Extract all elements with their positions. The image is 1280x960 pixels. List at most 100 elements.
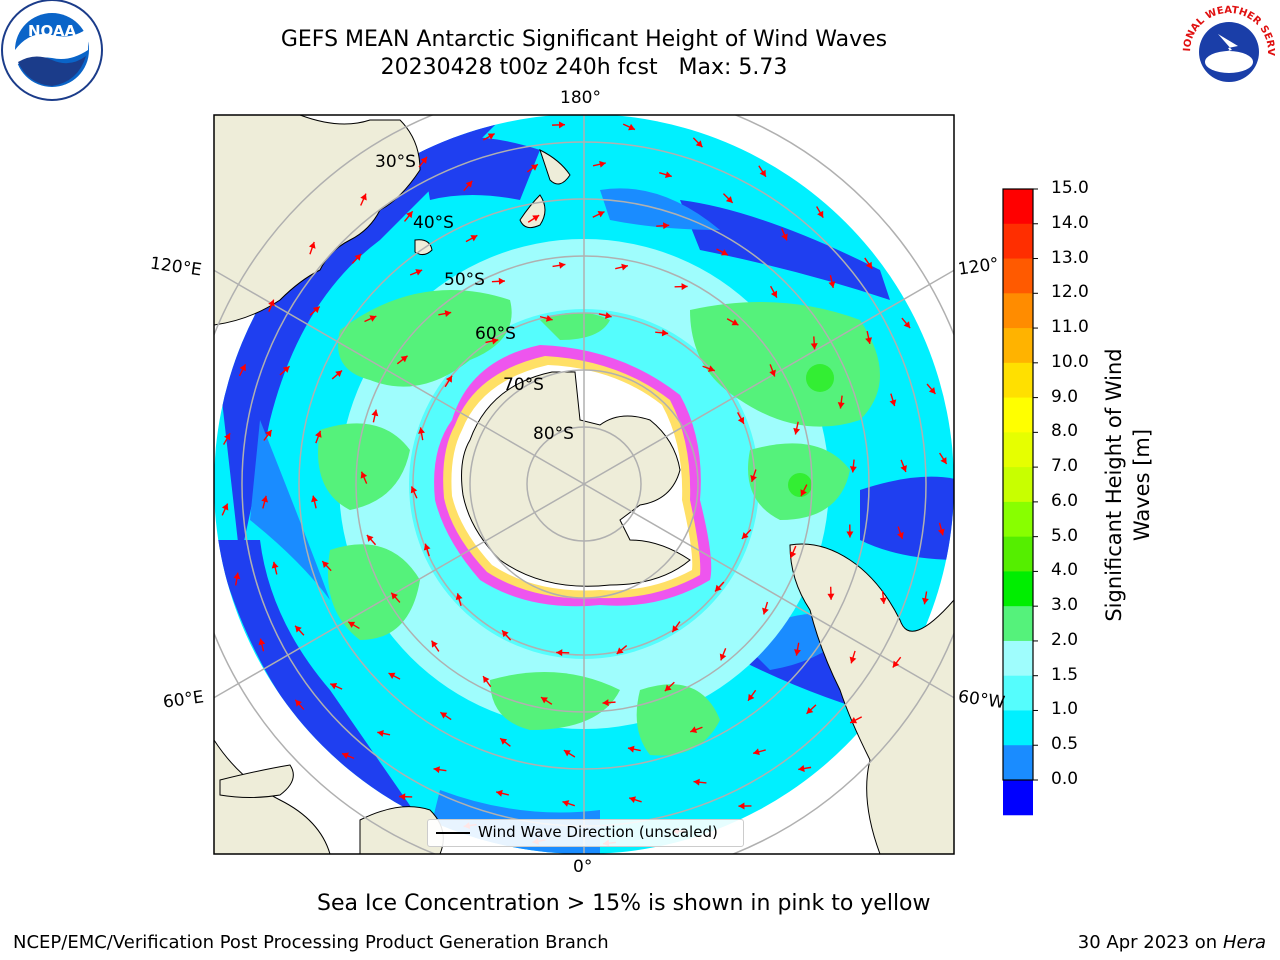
wave-direction-arrow bbox=[360, 193, 367, 206]
wave-direction-arrow bbox=[770, 285, 778, 298]
wave-direction-arrow bbox=[939, 452, 948, 465]
bright-green-spot bbox=[806, 364, 834, 392]
lat-label-50s: 50°S bbox=[444, 270, 485, 290]
wave-direction-arrow bbox=[693, 778, 707, 786]
colorbar-swatch bbox=[1003, 606, 1033, 642]
wave-direction-arrow bbox=[592, 160, 606, 168]
wave-direction-arrow bbox=[671, 621, 681, 633]
colorbar-swatch bbox=[1003, 745, 1033, 781]
wave-direction-arrow bbox=[752, 748, 766, 756]
wave-direction-arrow bbox=[552, 261, 566, 269]
wave-direction-arrow bbox=[726, 318, 739, 326]
wave-direction-arrow bbox=[527, 214, 540, 223]
wind-wave-direction-arrows bbox=[221, 121, 948, 847]
colorbar-swatch bbox=[1003, 710, 1033, 746]
wave-direction-arrow bbox=[501, 629, 512, 641]
wave-direction-arrow bbox=[418, 427, 425, 441]
colorbar-tick-label: 10.0 bbox=[1051, 351, 1089, 372]
colorbar bbox=[1003, 189, 1033, 816]
colorbar-tick-label: 2.0 bbox=[1051, 629, 1079, 650]
wave-direction-arrow bbox=[926, 383, 936, 395]
colorbar-tick-label: 0.5 bbox=[1051, 734, 1079, 755]
lat-label-40s: 40°S bbox=[413, 213, 454, 233]
colorbar-tick-label: 4.0 bbox=[1051, 560, 1079, 581]
colorbar-tick-label: 1.5 bbox=[1051, 664, 1079, 685]
wave-direction-arrow bbox=[366, 534, 377, 546]
lon-label-0: 0° bbox=[573, 857, 593, 877]
wave-direction-arrow bbox=[496, 789, 509, 797]
wave-direction-arrow bbox=[690, 726, 703, 733]
wave-direction-arrow bbox=[409, 269, 423, 276]
colorbar-swatch bbox=[1003, 328, 1033, 364]
wave-direction-arrow bbox=[864, 257, 873, 270]
wave-direction-arrow bbox=[664, 681, 675, 692]
wave-direction-arrow bbox=[268, 299, 275, 312]
deep-blue-band bbox=[420, 136, 540, 200]
bright-green-spot bbox=[788, 473, 812, 497]
colorbar-tick-label: 9.0 bbox=[1051, 386, 1079, 407]
land-madagascar bbox=[219, 764, 294, 798]
wave-direction-arrow bbox=[615, 263, 629, 271]
colorbar-swatch bbox=[1003, 258, 1033, 294]
wave-direction-arrow bbox=[741, 529, 752, 540]
deep-blue-band bbox=[680, 200, 890, 300]
wave-direction-arrow bbox=[351, 253, 362, 264]
wave-direction-arrow bbox=[258, 638, 266, 652]
green-blob bbox=[540, 312, 610, 340]
wave-direction-arrow bbox=[722, 193, 734, 204]
colorbar-swatch bbox=[1003, 432, 1033, 468]
wave-direction-arrow bbox=[849, 459, 857, 473]
wave-direction-arrow bbox=[616, 645, 628, 655]
map-legend: Wind Wave Direction (unscaled) bbox=[427, 819, 744, 847]
wave-direction-arrow bbox=[747, 689, 757, 702]
wave-direction-arrow bbox=[762, 601, 769, 615]
wave-direction-arrow bbox=[403, 210, 414, 222]
colorbar-tick-label: 7.0 bbox=[1051, 456, 1079, 477]
footer-host: Hera bbox=[1222, 932, 1266, 953]
noaa-logo-icon: NOAA bbox=[1, 0, 103, 101]
wave-direction-arrow bbox=[849, 650, 857, 664]
footer-date: 30 Apr 2023 on Hera bbox=[1078, 932, 1266, 953]
wave-direction-arrow bbox=[552, 121, 566, 129]
wave-direction-arrow bbox=[921, 591, 929, 605]
green-blob bbox=[636, 684, 720, 756]
wave-direction-arrow bbox=[716, 248, 729, 256]
sea-ice-footnote: Sea Ice Concentration > 15% is shown in … bbox=[317, 891, 931, 916]
wave-direction-arrow bbox=[846, 524, 854, 538]
title-line-2: 20230428 t00z 240h fcst Max: 5.73 bbox=[380, 55, 788, 80]
title-line-1: GEFS MEAN Antarctic Significant Height o… bbox=[280, 27, 888, 52]
wave-direction-arrow bbox=[341, 752, 355, 760]
wave-direction-arrow bbox=[321, 560, 332, 572]
green-blob bbox=[318, 423, 410, 510]
wave-direction-arrow bbox=[892, 656, 902, 668]
colorbar-swatch bbox=[1003, 223, 1033, 260]
land-new-zealand bbox=[519, 149, 571, 229]
wave-direction-arrow bbox=[294, 625, 305, 636]
colorbar-ticks bbox=[1033, 188, 1038, 781]
wave-direction-arrow bbox=[418, 156, 428, 168]
wave-direction-arrow bbox=[562, 800, 576, 807]
wave-direction-arrow bbox=[702, 365, 716, 372]
legend-line-sample bbox=[436, 832, 470, 834]
wave-direction-arrow bbox=[901, 317, 911, 329]
colorbar-tick-label: 15.0 bbox=[1051, 178, 1089, 198]
wave-direction-arrow bbox=[659, 171, 672, 179]
wave-direction-arrow bbox=[793, 421, 801, 435]
colorbar-swatch bbox=[1003, 571, 1033, 607]
wave-direction-arrow bbox=[279, 365, 291, 376]
wave-direction-arrow bbox=[628, 796, 642, 804]
colorbar-swatch bbox=[1003, 467, 1033, 503]
wave-direction-arrow bbox=[602, 699, 616, 707]
wave-direction-arrow bbox=[719, 648, 727, 661]
wave-direction-arrow bbox=[399, 793, 413, 801]
wave-direction-arrow bbox=[627, 745, 641, 753]
wave-direction-arrow bbox=[769, 364, 776, 377]
colorbar-swatch bbox=[1003, 397, 1033, 433]
wave-direction-arrow bbox=[556, 649, 570, 657]
colorbar-tick-label: 14.0 bbox=[1051, 212, 1089, 233]
wave-direction-arrow bbox=[309, 306, 321, 316]
wave-direction-arrow bbox=[800, 484, 808, 497]
colorbar-swatch bbox=[1003, 501, 1033, 538]
wave-direction-arrow bbox=[738, 802, 752, 810]
lat-label-70s: 70°S bbox=[503, 375, 544, 395]
